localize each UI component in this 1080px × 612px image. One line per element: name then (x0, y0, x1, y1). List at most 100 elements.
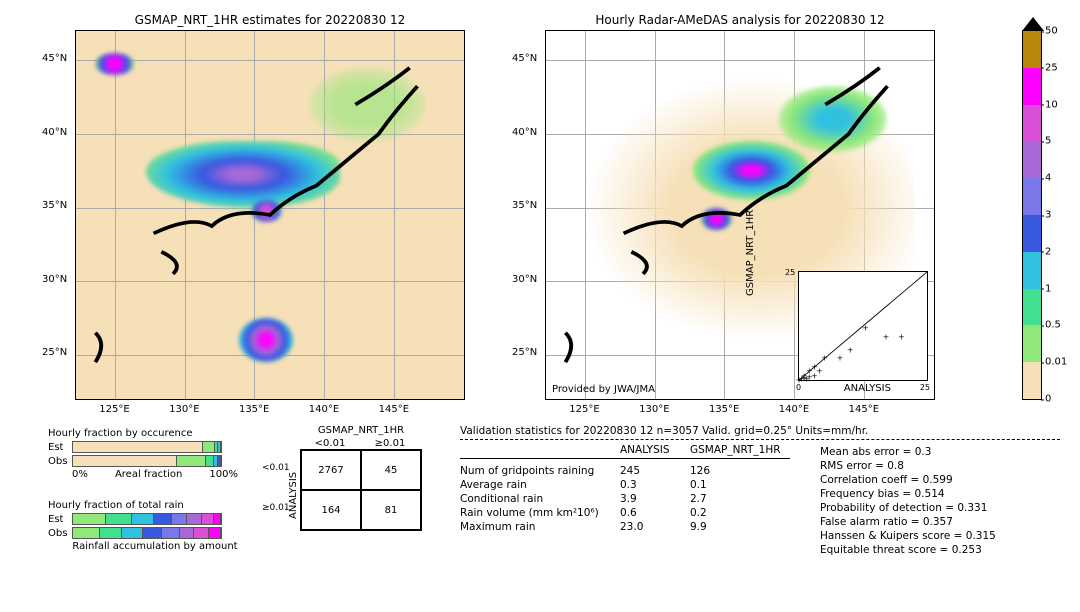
stats-cell: 0.6 (620, 507, 690, 519)
est-label: Est (48, 442, 72, 453)
inset-tick: 25 (920, 383, 930, 392)
lon-tick: 125°E (99, 404, 129, 415)
colorbar-tick: 3 (1045, 210, 1051, 221)
totalrain-obs-bar (72, 527, 222, 539)
scatter-point: + (862, 324, 869, 333)
stats-cell: Num of gridpoints raining (460, 465, 620, 477)
inset-ylabel: GSMAP_NRT_1HR (745, 210, 756, 296)
ct-title: GSMAP_NRT_1HR (300, 425, 422, 436)
lat-tick: 40°N (42, 127, 67, 138)
scatter-point: + (847, 345, 854, 354)
lon-tick: 140°E (779, 404, 809, 415)
stats-cell: 245 (620, 465, 690, 477)
colorbar-overflow-arrow (1022, 17, 1044, 31)
lon-tick: 135°E (709, 404, 739, 415)
axis-100: 100% (209, 469, 238, 480)
lat-tick: 25°N (42, 347, 67, 358)
lon-tick: 125°E (569, 404, 599, 415)
occurrence-bars: Hourly fraction by occurence Est Obs 0% … (48, 428, 238, 480)
stats-cell: Rain volume (mm km²10⁶) (460, 507, 620, 519)
colorbar-tick: 4 (1045, 173, 1051, 184)
inset-tick: 0 (796, 383, 801, 392)
contingency-table: GSMAP_NRT_1HR <0.01 ≥0.01 ANALYSIS 2767 … (280, 425, 422, 531)
stats-cell: 0.2 (690, 507, 790, 519)
colorbar: 502510543210.50.010 (1022, 30, 1042, 400)
attribution: Provided by JWA/JMA (552, 384, 655, 395)
colorbar-tick: 10 (1045, 99, 1058, 110)
obs-label: Obs (48, 528, 72, 539)
ct-row1: ≥0.01 (262, 503, 290, 513)
totalrain-caption: Rainfall accumulation by amount (72, 541, 238, 552)
stats-cell: 9.9 (690, 521, 790, 533)
est-label: Est (48, 514, 72, 525)
ct-cell: 2767 (301, 450, 361, 490)
inset-tick: 25 (785, 268, 795, 277)
lon-tick: 130°E (639, 404, 669, 415)
stats-cell: 0.1 (690, 479, 790, 491)
scatter-point: + (816, 367, 823, 376)
totalrain-title: Hourly fraction of total rain (48, 500, 238, 511)
lon-tick: 130°E (169, 404, 199, 415)
stats-colh2: GSMAP_NRT_1HR (690, 444, 790, 459)
lat-tick: 25°N (512, 347, 537, 358)
ct-cell: 164 (301, 490, 361, 530)
ct-row0: <0.01 (262, 463, 290, 473)
colorbar-tick: 1 (1045, 283, 1051, 294)
lat-tick: 30°N (512, 274, 537, 285)
inset-xlabel: ANALYSIS (844, 383, 891, 394)
stats-metric: Hanssen & Kuipers score = 0.315 (820, 530, 996, 542)
lat-tick: 45°N (42, 53, 67, 64)
scatter-point: + (821, 354, 828, 363)
ct-grid: 2767 45 164 81 (300, 449, 422, 531)
stats-cell: 3.9 (620, 493, 690, 505)
ct-row-axis: ANALYSIS (288, 472, 299, 519)
obs-label: Obs (48, 456, 72, 467)
lat-tick: 45°N (512, 53, 537, 64)
ct-col0: <0.01 (300, 438, 360, 449)
colorbar-tick: 0.01 (1045, 357, 1067, 368)
scatter-inset: ++++++++++++++++ ANALYSIS GSMAP_NRT_1HR … (798, 271, 928, 381)
colorbar-tick: 50 (1045, 26, 1058, 37)
colorbar-tick: 2 (1045, 246, 1051, 257)
ct-cell: 45 (361, 450, 421, 490)
right-map-panel: Hourly Radar-AMeDAS analysis for 2022083… (545, 30, 935, 400)
lat-tick: 35°N (42, 200, 67, 211)
stats-cell: Maximum rain (460, 521, 620, 533)
stats-metric: RMS error = 0.8 (820, 460, 996, 472)
colorbar-tick: 0.5 (1045, 320, 1061, 331)
axis-mid: Areal fraction (115, 469, 182, 480)
colorbar-tick: 0 (1045, 394, 1051, 405)
left-map-title: GSMAP_NRT_1HR estimates for 20220830 12 (76, 13, 464, 27)
stats-header: Validation statistics for 20220830 12 n=… (460, 425, 1060, 440)
stats-metric: Probability of detection = 0.331 (820, 502, 996, 514)
scatter-point: + (837, 354, 844, 363)
stats-cell: 2.7 (690, 493, 790, 505)
lon-tick: 145°E (849, 404, 879, 415)
coastline (76, 31, 464, 399)
lat-tick: 30°N (42, 274, 67, 285)
totalrain-bars: Hourly fraction of total rain Est Obs Ra… (48, 500, 238, 552)
stats-metrics: Mean abs error = 0.3 RMS error = 0.8 Corre… (820, 444, 996, 558)
stats-metric: Correlation coeff = 0.599 (820, 474, 996, 486)
lon-tick: 140°E (309, 404, 339, 415)
occurrence-obs-bar (72, 455, 222, 467)
right-map-title: Hourly Radar-AMeDAS analysis for 2022083… (546, 13, 934, 27)
ct-col1: ≥0.01 (360, 438, 420, 449)
ct-cell: 81 (361, 490, 421, 530)
stats-colh0 (460, 444, 620, 459)
stats-metric: Mean abs error = 0.3 (820, 446, 996, 458)
occurrence-title: Hourly fraction by occurence (48, 428, 238, 439)
stats-metric: False alarm ratio = 0.357 (820, 516, 996, 528)
scatter-point: + (898, 332, 905, 341)
stats-cell: 126 (690, 465, 790, 477)
stats-metric: Frequency bias = 0.514 (820, 488, 996, 500)
lon-tick: 135°E (239, 404, 269, 415)
left-map-panel: GSMAP_NRT_1HR estimates for 20220830 12 … (75, 30, 465, 400)
scatter-point: + (883, 332, 890, 341)
stats-table: ANALYSIS GSMAP_NRT_1HR Num of gridpoints… (460, 444, 790, 558)
lon-tick: 145°E (379, 404, 409, 415)
colorbar-tick: 25 (1045, 62, 1058, 73)
stats-cell: 0.3 (620, 479, 690, 491)
occurrence-est-bar (72, 441, 222, 453)
validation-stats: Validation statistics for 20220830 12 n=… (460, 425, 1060, 558)
